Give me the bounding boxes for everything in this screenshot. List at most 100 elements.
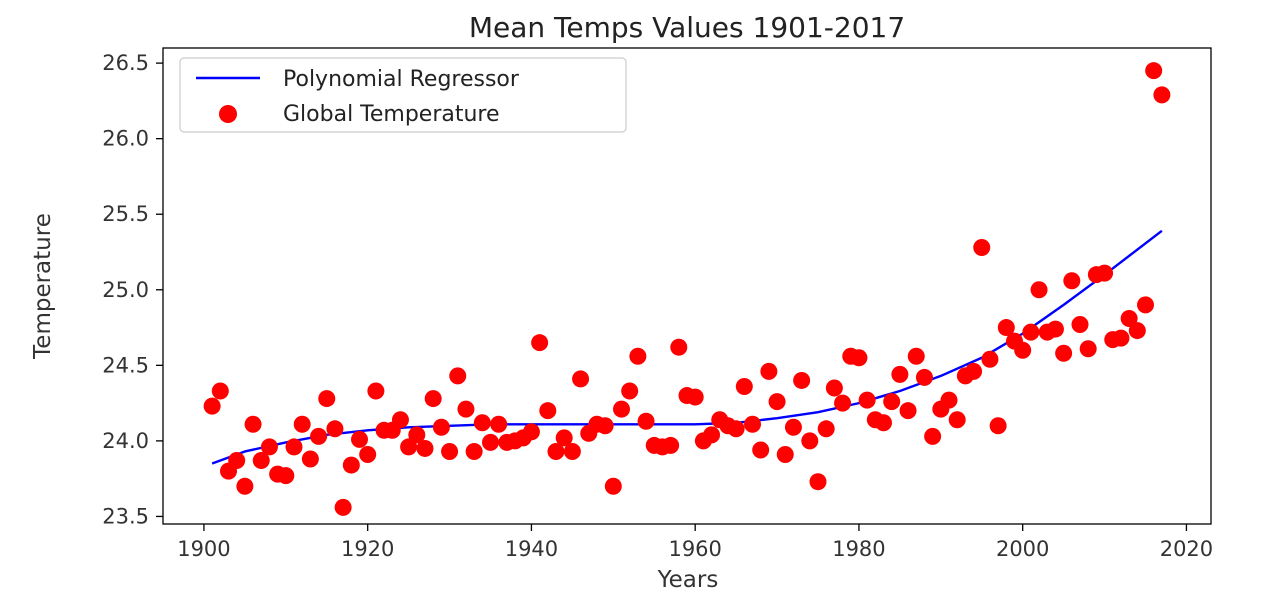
data-point — [621, 382, 639, 400]
data-point — [301, 450, 319, 468]
x-tick-label: 1960 — [668, 537, 721, 561]
data-point — [760, 362, 778, 380]
data-point — [522, 423, 540, 441]
x-tick-label: 2000 — [996, 537, 1049, 561]
data-point — [1046, 320, 1064, 338]
data-point — [449, 367, 467, 385]
data-point — [359, 445, 377, 463]
data-point — [809, 473, 827, 491]
data-point — [1145, 62, 1163, 80]
data-point — [1128, 322, 1146, 340]
data-point — [596, 417, 614, 435]
data-point — [1055, 344, 1073, 362]
data-point — [318, 390, 336, 408]
legend-label-regressor: Polynomial Regressor — [283, 67, 520, 92]
data-point — [1079, 340, 1097, 358]
data-point — [817, 420, 835, 438]
data-point — [547, 442, 565, 460]
data-point — [310, 427, 328, 445]
data-point — [629, 347, 647, 365]
data-point — [326, 420, 344, 438]
data-point — [334, 498, 352, 516]
y-tick-label: 24.5 — [102, 353, 149, 377]
data-point — [604, 477, 622, 495]
data-point — [891, 365, 909, 383]
data-point — [465, 442, 483, 460]
data-point — [727, 420, 745, 438]
x-tick-label: 1940 — [505, 537, 558, 561]
data-point — [1063, 272, 1081, 290]
data-point — [662, 436, 680, 454]
data-point — [236, 477, 254, 495]
data-point — [850, 349, 868, 367]
data-point — [997, 319, 1015, 337]
y-tick-label: 23.5 — [102, 504, 149, 528]
data-point — [408, 426, 426, 444]
data-point — [400, 438, 418, 456]
data-point — [883, 393, 901, 411]
data-point — [875, 414, 892, 432]
data-point — [989, 417, 1007, 435]
y-tick-label: 24.0 — [102, 429, 149, 453]
data-point — [1022, 323, 1040, 341]
data-point — [1112, 329, 1130, 347]
data-point — [342, 456, 360, 474]
data-point — [940, 391, 958, 409]
legend-label-global-temperature: Global Temperature — [283, 102, 500, 127]
data-point — [915, 368, 933, 386]
y-tick-label: 26.5 — [102, 51, 149, 75]
data-point — [981, 350, 999, 368]
data-point — [1137, 296, 1154, 314]
data-point — [1014, 341, 1032, 359]
data-point — [424, 390, 442, 408]
data-point — [825, 379, 843, 397]
plot-frame — [162, 47, 1212, 525]
data-point — [965, 362, 983, 380]
x-tick-label: 1900 — [177, 537, 230, 561]
data-point — [752, 441, 770, 459]
data-point — [539, 402, 557, 420]
scatter-points-layer — [203, 62, 1171, 516]
data-point — [432, 418, 450, 436]
data-point — [277, 467, 295, 485]
data-point — [907, 347, 925, 365]
data-point — [1096, 264, 1114, 282]
legend: Polynomial Regressor Global Temperature — [179, 57, 627, 133]
y-tick-label: 26.0 — [102, 127, 149, 151]
data-point — [260, 438, 278, 456]
data-point — [367, 382, 385, 400]
data-point — [768, 393, 786, 411]
data-point — [441, 442, 459, 460]
y-axis: 23.5 24.0 24.5 25.0 25.5 26.0 26.5 — [102, 51, 163, 528]
x-axis: 1900 1920 1940 1960 1980 2000 2020 — [177, 524, 1213, 561]
x-axis-label: Years — [657, 567, 719, 593]
y-tick-label: 25.5 — [102, 202, 149, 226]
data-point — [228, 452, 246, 470]
data-point — [858, 391, 876, 409]
data-point — [776, 445, 794, 463]
data-point — [899, 402, 917, 420]
data-point — [1153, 86, 1171, 104]
data-point — [703, 426, 721, 444]
data-point — [1120, 309, 1138, 327]
data-point — [572, 370, 590, 388]
data-point — [801, 432, 819, 450]
data-point — [973, 238, 991, 256]
data-point — [457, 400, 475, 418]
data-point — [555, 429, 573, 447]
x-tick-label: 2020 — [1160, 537, 1213, 561]
data-point — [391, 411, 409, 429]
data-point — [834, 394, 852, 412]
data-point — [563, 442, 581, 460]
data-point — [948, 411, 966, 429]
legend-box — [179, 57, 627, 133]
data-point — [203, 397, 221, 415]
data-point — [211, 382, 229, 400]
data-point — [1071, 316, 1089, 334]
data-point — [637, 412, 655, 430]
data-point — [784, 418, 802, 436]
data-point — [490, 415, 508, 433]
data-point — [416, 439, 434, 457]
